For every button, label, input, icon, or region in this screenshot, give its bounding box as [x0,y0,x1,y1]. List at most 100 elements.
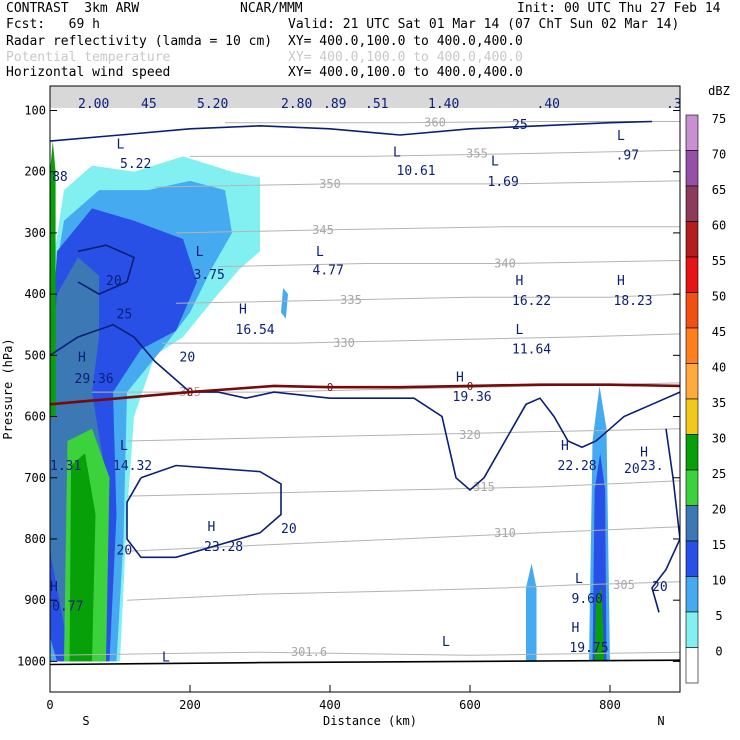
extrema-label: 1.69 [488,175,519,190]
extrema-label: 23. [640,459,663,474]
extrema-label: .97 [616,148,639,163]
x-tick-label: 0 [46,698,53,712]
extrema-label: L [196,245,204,260]
wind-speed-contour [126,464,282,559]
y-axis-label: Pressure (hPa) [1,338,15,439]
extrema-label: 4.77 [313,264,344,279]
extrema-label: 16.54 [236,323,275,338]
reflectivity-region [50,141,56,417]
top-wind-label: .51 [365,97,388,112]
wind-layer: 0 0 0 [50,120,680,666]
theta-contour [162,333,680,344]
theta-contour-label: 355 [466,146,488,160]
theta-contour [175,226,680,234]
top-wind-label: .35 [666,97,689,112]
colorbar-level-label: 5 [715,609,722,623]
theta-contour [190,149,680,157]
extrema-label: H [617,274,625,289]
center-name: NCAR/MMM [240,1,303,16]
x-tick-label: 600 [459,698,481,712]
reflectivity-region [526,563,537,662]
theta-layer: 301.630531031532032533033534034535035536… [50,116,680,659]
extrema-label: H [561,439,569,454]
wind-contour-label: 20 [106,274,122,289]
wind-contour-label: 20 [624,462,640,477]
wind-contour-label: 25 [117,308,133,323]
theta-contour-label: 315 [473,480,495,494]
wind-contour-label: 20 [117,543,133,558]
field-xy-theta: XY= 400.0,100.0 to 400.0,400.0 [288,50,523,65]
colorbar-swatch [685,469,699,506]
colorbar-level-label: 75 [712,112,726,126]
colorbar-swatch [685,398,699,435]
x-axis-label: Distance (km) [323,714,417,728]
y-tick-label: 400 [24,287,46,301]
extrema-label: 19.75 [569,641,608,656]
extrema-label: H [572,621,580,636]
colorbar-swatch [685,540,699,577]
theta-contour [126,480,680,497]
extrema-label: L [617,129,625,144]
extrema-label: 23.28 [204,540,243,555]
extrema-label: 18.23 [614,294,653,309]
reflectivity-layer [50,141,610,662]
theta-contour [175,293,680,304]
y-tick-label: 300 [24,226,46,240]
endpoint-left-label: S [82,714,89,728]
y-tick-label: 1000 [17,654,46,668]
reflectivity-region [69,453,96,662]
wind-contour-label: 20 [281,522,297,537]
theta-contour-label: 345 [312,223,334,237]
colorbar-level-label: 40 [712,361,726,375]
extrema-label: H [78,350,86,365]
colorbar-swatch [685,327,699,364]
top-wind-label: 2.00 [78,97,109,112]
extrema-label: L [575,572,583,587]
extrema-label: L [162,650,170,665]
top-gray-band [50,86,680,108]
extrema-label: H [50,580,58,595]
theta-contour-label: 305 [613,578,635,592]
extrema-label: 1.31 [50,459,81,474]
colorbar-level-label: 35 [712,396,726,410]
colorbar-swatch [685,576,699,613]
y-tick-label: 600 [24,410,46,424]
colorbar-level-label: 0 [715,645,722,659]
wind-speed-contour [50,323,680,492]
ground-line [50,659,680,666]
top-wind-label: 45 [141,97,157,112]
x-tick-label: 400 [319,698,341,712]
colorbar-level-label: 15 [712,538,726,552]
colorbar-level-label: 50 [712,290,726,304]
extrema-label: 5.22 [120,157,151,172]
colorbar-swatch [685,611,699,648]
colorbar-swatch [685,221,699,258]
wind-contour-label: 20 [652,580,668,595]
extrema-label: L [393,145,401,160]
theta-contour-label: 301.6 [291,645,327,659]
theta-contour [126,526,680,552]
top-wind-label: .89 [323,97,346,112]
y-tick-label: 700 [24,471,46,485]
theta-contour [50,651,680,656]
theta-contour-label: 320 [459,428,481,442]
extrema-label: 88 [52,170,68,185]
colorbar-swatch [685,292,699,329]
theta-contour [154,180,680,188]
extrema-label: 14.32 [113,459,152,474]
extrema-label: L [491,155,499,170]
colorbar-swatch [685,256,699,293]
extrema-label: H [239,303,247,318]
theta-contour [217,260,680,268]
colorbar-swatch [685,114,699,151]
wind-speed-contour [50,120,653,142]
field-label-theta: Potential temperature [6,50,171,65]
extrema-label: H [456,371,464,386]
zero-contour-label: 0 [327,381,334,394]
x-tick-label: 200 [179,698,201,712]
colorbar-unit: dBZ [708,84,730,98]
top-wind-label: 2.80 [281,97,312,112]
field-label-wind: Horizontal wind speed [6,65,171,80]
